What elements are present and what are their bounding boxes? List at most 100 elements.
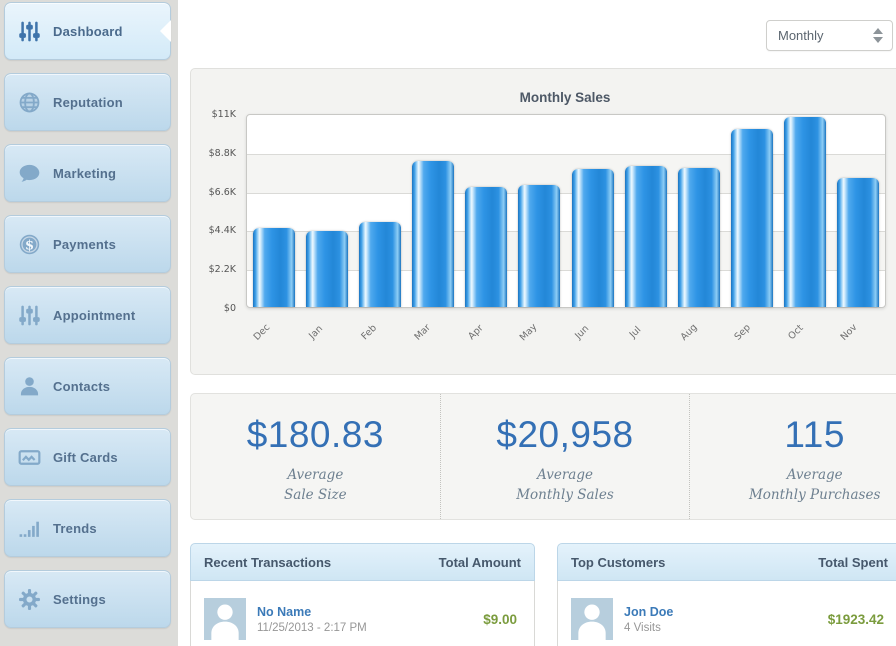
- gridline: [247, 192, 885, 194]
- x-tick-label: Aug: [678, 321, 700, 343]
- chart-bar-jun[interactable]: [571, 169, 614, 307]
- plot-band: [247, 231, 885, 271]
- x-tick-label: Oct: [785, 322, 806, 343]
- sidebar-item-settings[interactable]: Settings: [4, 570, 171, 628]
- row-amount: $1923.42: [827, 611, 884, 627]
- x-tick: Aug: [673, 315, 726, 359]
- x-tick: Feb: [353, 315, 406, 359]
- sidebar-item-appointment[interactable]: Appointment: [4, 286, 171, 344]
- gridline: [247, 270, 885, 272]
- sidebar-item-label: Payments: [53, 236, 117, 252]
- x-tick: Jun: [566, 315, 619, 359]
- bar-slot: [300, 115, 353, 307]
- bar-slot: [566, 115, 619, 307]
- sliders-icon: [18, 20, 41, 43]
- globe-icon: [18, 91, 41, 114]
- amount-column-header: Total Amount: [438, 554, 521, 570]
- main-content: Monthly Monthly Sales $11K $8.8K $6.6K $4.4…: [190, 0, 896, 646]
- bar-slot: [353, 115, 406, 307]
- bar-slot: [832, 115, 885, 307]
- bar-slot: [513, 115, 566, 307]
- chart-x-axis: Dec Jan Feb Mar Apr May Jun Jul Aug Sep Oct Nov: [246, 315, 886, 359]
- gridline: [247, 153, 885, 155]
- stat-value: $20,958: [496, 414, 634, 455]
- chart-bar-mar[interactable]: [412, 161, 455, 307]
- sidebar: Dashboard Reputation Marketing $ Payments App…: [0, 0, 178, 646]
- stat-value: $180.83: [246, 414, 384, 455]
- up-down-spinner-icon: [873, 28, 883, 43]
- row-name: No Name: [257, 604, 312, 619]
- y-tick-label: $2.2K: [208, 264, 236, 276]
- dollar-coin-icon: $: [18, 233, 41, 256]
- row-subtitle: 11/25/2013 - 2:17 PM: [257, 621, 367, 634]
- recent-transactions-header: Recent Transactions Total Amount: [190, 543, 535, 581]
- sidebar-item-trends[interactable]: Trends: [4, 499, 171, 557]
- sidebar-item-marketing[interactable]: Marketing: [4, 144, 171, 202]
- chart-plot-area: [246, 114, 886, 308]
- sidebar-item-label: Trends: [53, 520, 97, 536]
- bar-slot: [726, 115, 779, 307]
- period-select[interactable]: Monthly: [766, 20, 893, 51]
- stat-block: $20,958 Average Monthly Sales: [439, 394, 690, 519]
- chart-bar-may[interactable]: [518, 185, 561, 307]
- sidebar-item-reputation[interactable]: Reputation: [4, 73, 171, 131]
- avatar: [571, 598, 613, 640]
- list-item[interactable]: No Name 11/25/2013 - 2:17 PM $9.00: [191, 581, 534, 646]
- gear-icon: [18, 588, 41, 611]
- stat-label: Average Monthly Sales: [516, 467, 614, 504]
- y-tick-label: $8.8K: [208, 147, 236, 159]
- x-tick: Apr: [459, 315, 512, 359]
- row-amount: $9.00: [483, 611, 517, 627]
- chart-bar-oct[interactable]: [784, 117, 827, 307]
- x-tick: Jul: [619, 315, 672, 359]
- recent-transactions-list: No Name 11/25/2013 - 2:17 PM $9.00: [190, 581, 535, 646]
- sidebar-item-dashboard[interactable]: Dashboard: [4, 2, 171, 60]
- stat-value: 115: [784, 414, 845, 455]
- gift-card-icon: [18, 446, 41, 469]
- summary-stats-panel: $180.83 Average Sale Size $20,958 Average Mon…: [190, 393, 896, 520]
- plot-band: [247, 153, 885, 193]
- chart-bar-jan[interactable]: [305, 231, 348, 307]
- y-tick-label: $6.6K: [208, 186, 236, 198]
- sidebar-item-label: Gift Cards: [53, 449, 118, 465]
- sidebar-item-payments[interactable]: $ Payments: [4, 215, 171, 273]
- sidebar-item-label: Appointment: [53, 307, 136, 323]
- sidebar-item-label: Contacts: [53, 378, 111, 394]
- chart-bar-apr[interactable]: [465, 187, 508, 307]
- sliders-icon: [18, 304, 41, 327]
- x-tick-label: Jan: [306, 323, 325, 342]
- y-tick-label: $4.4K: [208, 225, 236, 237]
- chart-bar-jul[interactable]: [624, 166, 667, 307]
- y-tick-label: $0: [223, 303, 236, 314]
- sidebar-item-label: Reputation: [53, 94, 123, 110]
- list-item[interactable]: Jon Doe 4 Visits $1923.42: [558, 581, 896, 646]
- panel-title: Recent Transactions: [204, 554, 332, 570]
- chart-bar-feb[interactable]: [358, 222, 401, 307]
- sidebar-item-contacts[interactable]: Contacts: [4, 357, 171, 415]
- sidebar-item-gift-cards[interactable]: Gift Cards: [4, 428, 171, 486]
- amount-column-header: Total Spent: [818, 554, 888, 570]
- x-tick: Nov: [833, 315, 886, 359]
- recent-transactions-panel: Recent Transactions Total Amount No Name…: [190, 543, 535, 646]
- sidebar-item-label: Dashboard: [53, 23, 123, 39]
- bar-slot: [247, 115, 300, 307]
- stat-block: $180.83 Average Sale Size: [191, 394, 440, 519]
- x-tick: Oct: [779, 315, 832, 359]
- x-tick-label: Feb: [359, 322, 379, 343]
- x-tick-label: Sep: [732, 322, 753, 343]
- x-tick-label: Jun: [573, 323, 592, 342]
- chart-bar-dec[interactable]: [252, 228, 295, 307]
- chart-bar-aug[interactable]: [677, 168, 720, 307]
- x-tick: May: [513, 315, 566, 359]
- chart-bar-sep[interactable]: [731, 129, 774, 307]
- avatar: [204, 598, 246, 640]
- chart-bar-nov[interactable]: [837, 178, 880, 307]
- top-customers-panel: Top Customers Total Spent Jon Doe 4 Visit…: [557, 543, 896, 646]
- chart-title: Monthly Sales: [519, 90, 611, 105]
- sidebar-item-label: Settings: [53, 591, 106, 607]
- bar-slot: [779, 115, 832, 307]
- bar-slot: [407, 115, 460, 307]
- stat-label: Average Sale Size: [284, 467, 347, 504]
- person-icon: [18, 375, 41, 398]
